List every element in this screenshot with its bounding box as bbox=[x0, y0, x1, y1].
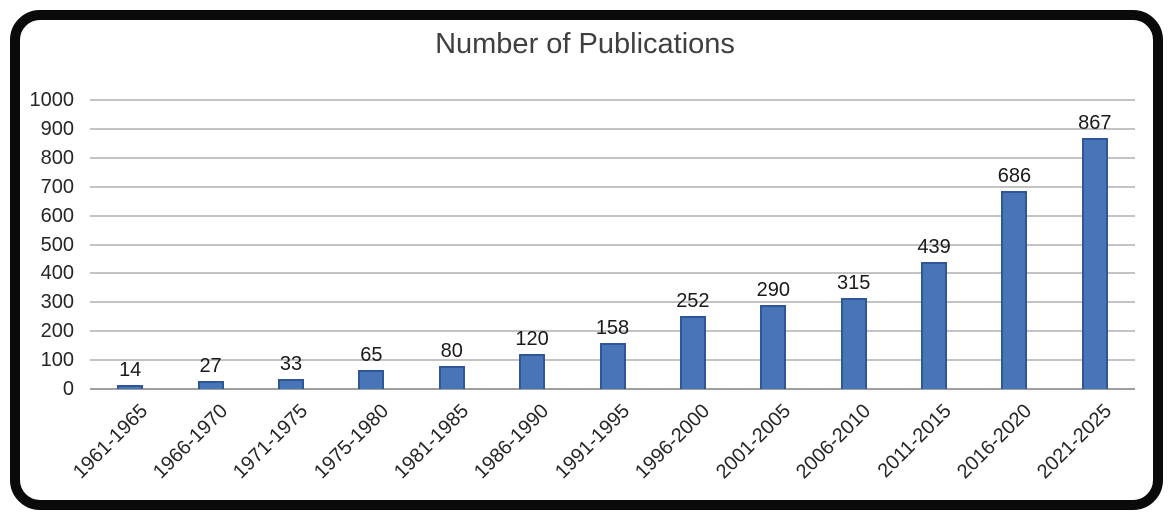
y-tick-label: 800 bbox=[40, 146, 74, 169]
bar bbox=[197, 381, 224, 389]
y-tick-label: 200 bbox=[40, 320, 74, 343]
chart-frame-border bbox=[10, 10, 1163, 510]
x-tick-label: 1961-1965 bbox=[68, 400, 152, 484]
x-tick-label: 1996-2000 bbox=[631, 400, 715, 484]
x-tick-label: 2006-2010 bbox=[792, 400, 876, 484]
bar-value-label: 686 bbox=[997, 164, 1032, 187]
bar bbox=[358, 370, 385, 389]
gridline bbox=[90, 330, 1135, 333]
bar-value-label: 33 bbox=[279, 353, 303, 376]
gridline bbox=[90, 272, 1135, 275]
y-tick-label: 300 bbox=[40, 291, 74, 314]
y-tick-label: 0 bbox=[62, 378, 74, 400]
bar-value-label: 158 bbox=[595, 317, 630, 340]
x-tick-label: 1981-1985 bbox=[390, 400, 474, 484]
x-tick-label: 2011-2015 bbox=[873, 400, 956, 483]
x-tick-label: 2021-2025 bbox=[1033, 400, 1117, 484]
x-tick-label: 1986-1990 bbox=[470, 400, 554, 484]
bar bbox=[679, 316, 706, 389]
bar bbox=[840, 297, 867, 389]
y-tick-label: 500 bbox=[40, 233, 74, 256]
x-tick-label: 2001-2005 bbox=[711, 400, 795, 484]
gridline bbox=[90, 99, 1135, 101]
x-tick-label: 2016-2020 bbox=[952, 400, 1036, 484]
bar bbox=[1081, 138, 1108, 389]
bar-value-label: 120 bbox=[515, 328, 549, 351]
bar bbox=[117, 384, 144, 389]
x-tick-label: 1975-1980 bbox=[309, 400, 393, 484]
x-tick-label: 1966-1970 bbox=[148, 400, 233, 484]
bar bbox=[760, 305, 787, 389]
gridline bbox=[90, 301, 1135, 304]
y-tick-label: 400 bbox=[40, 262, 74, 285]
bar-value-label: 867 bbox=[1078, 112, 1112, 135]
x-axis-line bbox=[90, 388, 1135, 390]
gridline bbox=[90, 156, 1135, 159]
x-tick-label: 1991-1995 bbox=[550, 400, 635, 484]
bar-value-label: 290 bbox=[756, 279, 790, 302]
gridline bbox=[90, 214, 1135, 217]
bar bbox=[921, 262, 948, 389]
x-tick-label: 1971-1975 bbox=[229, 400, 313, 484]
y-tick-label: 600 bbox=[40, 204, 74, 227]
bar-value-label: 439 bbox=[917, 236, 951, 259]
bar-value-label: 14 bbox=[119, 358, 142, 381]
bar-value-label: 80 bbox=[440, 339, 463, 362]
bar bbox=[1001, 190, 1028, 389]
chart-title: Number of Publications bbox=[435, 28, 735, 60]
bar bbox=[599, 343, 626, 389]
bar bbox=[519, 354, 546, 389]
gridline bbox=[90, 185, 1135, 188]
gridline bbox=[90, 127, 1135, 130]
bar bbox=[438, 365, 465, 389]
bar bbox=[277, 379, 304, 389]
y-tick-label: 1000 bbox=[29, 89, 75, 111]
bar-value-label: 65 bbox=[360, 344, 383, 367]
y-tick-label: 700 bbox=[40, 175, 74, 198]
bar-value-label: 252 bbox=[676, 290, 710, 313]
y-tick-label: 900 bbox=[40, 117, 74, 140]
y-tick-label: 100 bbox=[40, 349, 74, 372]
gridline bbox=[90, 243, 1135, 246]
bar-value-label: 315 bbox=[836, 271, 871, 294]
bar-value-label: 27 bbox=[199, 355, 222, 378]
